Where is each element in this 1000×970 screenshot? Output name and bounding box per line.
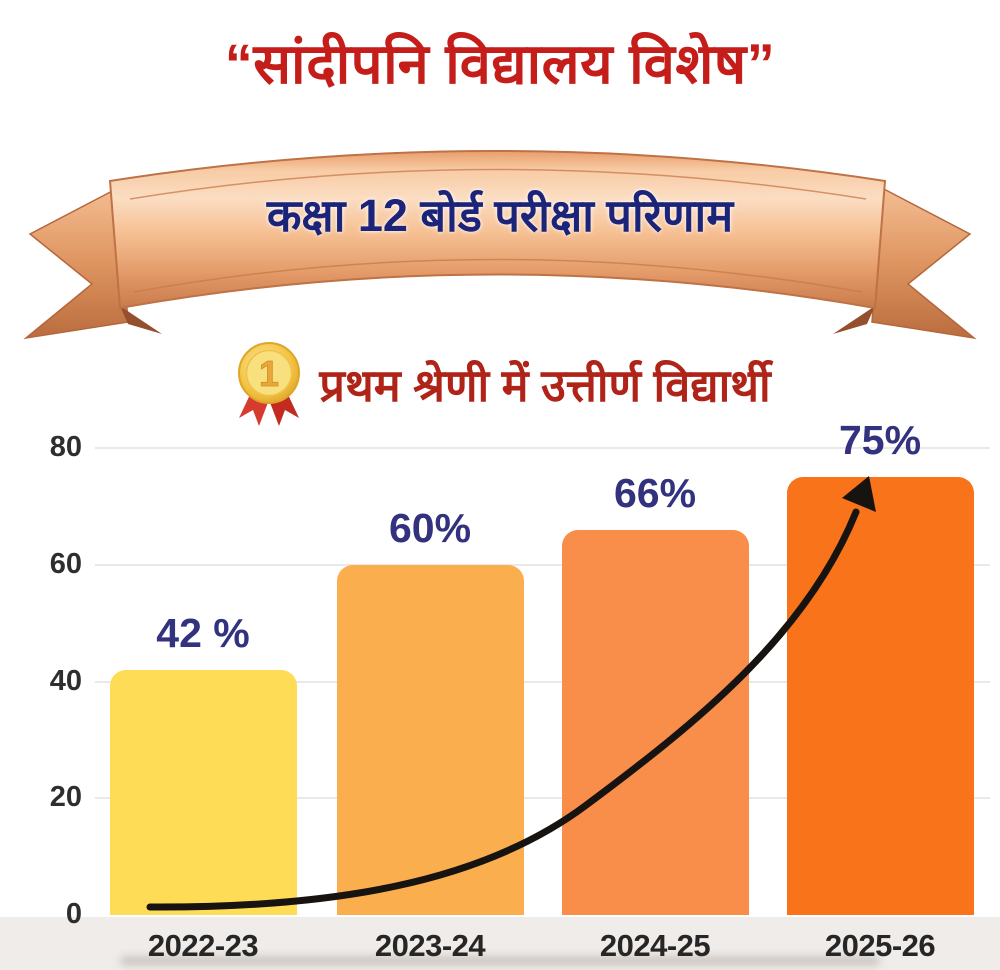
- bar-value-label-2024-25: 66%: [613, 469, 697, 516]
- x-axis-label-2023-24: 2023-24: [374, 928, 486, 963]
- bottom-watermark-smudge: [120, 956, 880, 966]
- bar-2022-23: [109, 669, 297, 915]
- bar-2024-25: [561, 529, 749, 915]
- bar-value-label-2023-24: 60%: [388, 504, 472, 551]
- ribbon-banner: कक्षा 12 बोर्ड परीक्षा परिणाम: [0, 126, 1000, 344]
- ribbon-left-fold: [120, 306, 162, 334]
- x-axis-label-2022-23: 2022-23: [147, 928, 259, 963]
- gold-medal-icon: 1: [238, 342, 301, 426]
- bar-value-label-2022-23: 42 %: [156, 609, 250, 656]
- bar-2023-24: [336, 564, 524, 915]
- y-tick-20: 20: [49, 781, 82, 814]
- y-tick-80: 80: [49, 431, 82, 463]
- ribbon-graphic: [23, 150, 977, 340]
- ribbon-right-fold: [833, 306, 875, 334]
- chart-subtitle: 1 प्रथम श्रेणी में उत्तीर्ण विद्यार्थी: [0, 336, 1000, 432]
- bar-chart: 0 20 40 60 80 42 % 2022-23 60% 2023-24 66% 2024-2…: [0, 408, 1000, 970]
- ribbon-title: कक्षा 12 बोर्ड परीक्षा परिणाम: [266, 189, 734, 241]
- y-tick-60: 60: [49, 547, 82, 580]
- y-tick-0: 0: [65, 898, 82, 930]
- x-axis-label-2024-25: 2024-25: [599, 928, 711, 963]
- bar-value-label-2025-26: 75%: [838, 417, 922, 464]
- ribbon-right-tail: [871, 186, 977, 340]
- svg-text:1: 1: [259, 353, 279, 394]
- gridline-80: [95, 447, 990, 449]
- x-axis-label-2025-26: 2025-26: [824, 928, 936, 963]
- bar-2025-26: [786, 477, 974, 915]
- subtitle-text: प्रथम श्रेणी में उत्तीर्ण विद्यार्थी: [319, 359, 771, 411]
- page-title: “सांदीपनि विद्यालय विशेष”: [224, 32, 776, 95]
- y-tick-40: 40: [49, 664, 82, 697]
- x-axis-strip: [0, 917, 1000, 970]
